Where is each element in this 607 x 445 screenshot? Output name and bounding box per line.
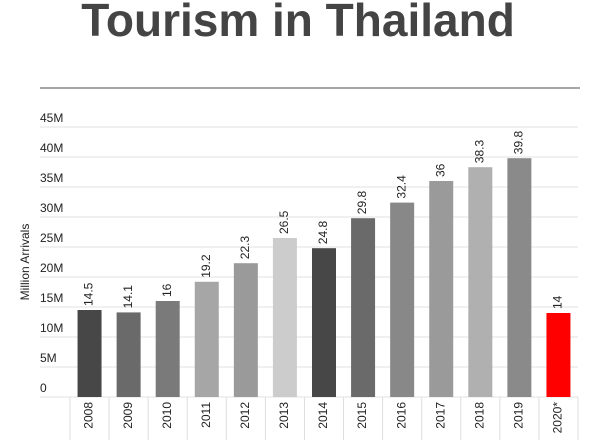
data-label: 24.8 [316, 221, 330, 245]
data-label: 16 [160, 283, 174, 297]
y-tick-label: 15M [40, 291, 63, 305]
data-label: 22.3 [238, 236, 252, 260]
data-label: 32.4 [394, 175, 408, 199]
x-tick-label: 2012 [238, 402, 252, 429]
bar [351, 218, 376, 397]
bar [155, 301, 180, 397]
data-label: 36 [433, 163, 447, 177]
x-tick-label: 2017 [433, 402, 447, 429]
data-label: 39.8 [512, 131, 526, 155]
x-tick-label: 2009 [121, 402, 135, 429]
y-tick-label: 10M [40, 321, 63, 335]
y-tick-label: 0 [40, 381, 47, 395]
data-label: 26.5 [277, 210, 291, 234]
x-tick-label: 2018 [472, 402, 486, 429]
data-label: 14.1 [121, 285, 135, 309]
y-tick-label: 20M [40, 261, 63, 275]
bar [116, 312, 141, 397]
bar [312, 248, 336, 397]
x-tick-label: 2015 [355, 402, 369, 429]
y-tick-label: 35M [40, 171, 63, 185]
bar [233, 263, 258, 397]
y-tick-label: 30M [40, 201, 63, 215]
x-tick-label: 2008 [82, 402, 96, 429]
x-tick-label: 2019 [512, 402, 526, 429]
y-tick-label: 45M [40, 111, 63, 125]
x-tick-label: 2020* [551, 402, 565, 434]
chart-title: Tourism in Thailand [81, 0, 515, 46]
bar [77, 310, 102, 397]
x-tick-label: 2010 [160, 402, 174, 429]
x-tick-label: 2013 [277, 402, 291, 429]
bar [429, 181, 454, 397]
x-tick-label: 2016 [394, 402, 408, 429]
data-label: 29.8 [355, 191, 369, 215]
bar [468, 167, 493, 397]
y-tick-label: 40M [40, 141, 63, 155]
x-tick-label: 2011 [199, 402, 213, 428]
data-label: 14.5 [82, 282, 96, 306]
y-tick-label: 25M [40, 231, 63, 245]
data-label: 38.3 [472, 140, 486, 164]
data-label: 14 [551, 295, 565, 309]
bar [390, 202, 415, 397]
bar [507, 158, 532, 397]
x-tick-label: 2014 [316, 402, 330, 429]
bar [194, 281, 219, 397]
y-axis-label: Million Arrivals [18, 224, 32, 301]
bar [546, 313, 571, 397]
data-label: 19.2 [199, 254, 213, 278]
bar [272, 238, 297, 397]
y-tick-label: 5M [40, 351, 57, 365]
